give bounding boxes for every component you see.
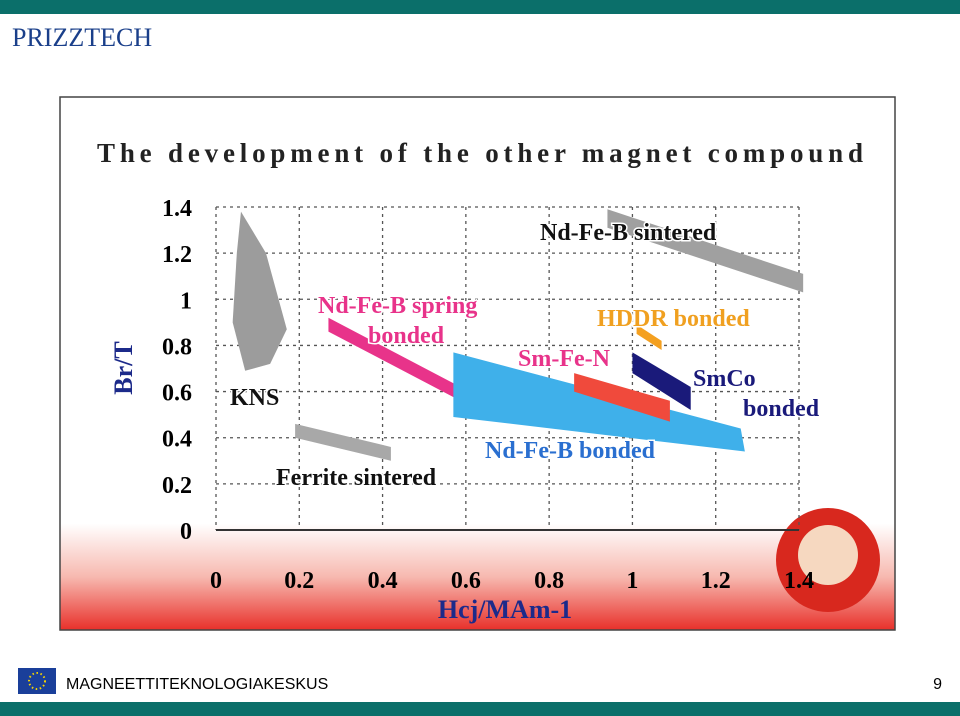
y-tick-label: 0.8	[162, 334, 192, 360]
x-tick-label: 0.6	[451, 568, 481, 594]
eu-flag	[18, 668, 56, 694]
y-axis-label: Br/T	[109, 341, 138, 394]
region-label: HDDR bonded	[597, 306, 750, 332]
region-label: Nd-Fe-B sintered	[540, 220, 717, 246]
y-tick-label: 1.4	[162, 196, 192, 222]
region	[453, 352, 745, 452]
y-tick-label: 1	[180, 288, 192, 314]
x-tick-label: 1.2	[701, 568, 731, 594]
region	[632, 352, 691, 411]
x-tick-label: 1	[626, 568, 638, 594]
region-label: Ferrite sintered	[276, 465, 437, 491]
daruma	[776, 508, 880, 612]
region-label: SmCo bonded	[693, 366, 820, 422]
y-tick-label: 0.4	[162, 427, 192, 453]
region	[636, 324, 662, 351]
region-label: Sm-Fe-N	[518, 346, 611, 372]
x-tick-label: 0.4	[368, 568, 398, 594]
page-number: 9	[933, 676, 942, 693]
y-tick-label: 0.2	[162, 473, 192, 499]
x-tick-label: 0.8	[534, 568, 564, 594]
region	[232, 211, 287, 371]
region	[607, 209, 804, 293]
x-tick-label: 1.4	[784, 568, 814, 594]
x-tick-label: 0.2	[284, 568, 314, 594]
header-title: PRIZZTECH	[12, 23, 152, 52]
top-bar	[0, 0, 960, 14]
y-tick-label: 1.2	[162, 242, 192, 268]
y-tick-label: 0	[180, 519, 192, 545]
x-tick-label: 0	[210, 568, 222, 594]
region	[295, 423, 391, 461]
region-label: Nd-Fe-B spring bonded	[318, 293, 477, 349]
region-label: KNS	[230, 385, 279, 411]
chart-title: The development of the other magnet comp…	[97, 138, 863, 168]
x-axis-label: Hcj/MAm-1	[438, 595, 572, 624]
bottom-bar	[0, 702, 960, 716]
eu-stars	[28, 672, 46, 690]
footer-text: MAGNEETTITEKNOLOGIAKESKUS	[66, 676, 328, 693]
y-tick-label: 0.6	[162, 381, 192, 407]
region	[328, 317, 483, 413]
region-label: Nd-Fe-B bonded	[485, 438, 656, 464]
region	[574, 373, 670, 422]
